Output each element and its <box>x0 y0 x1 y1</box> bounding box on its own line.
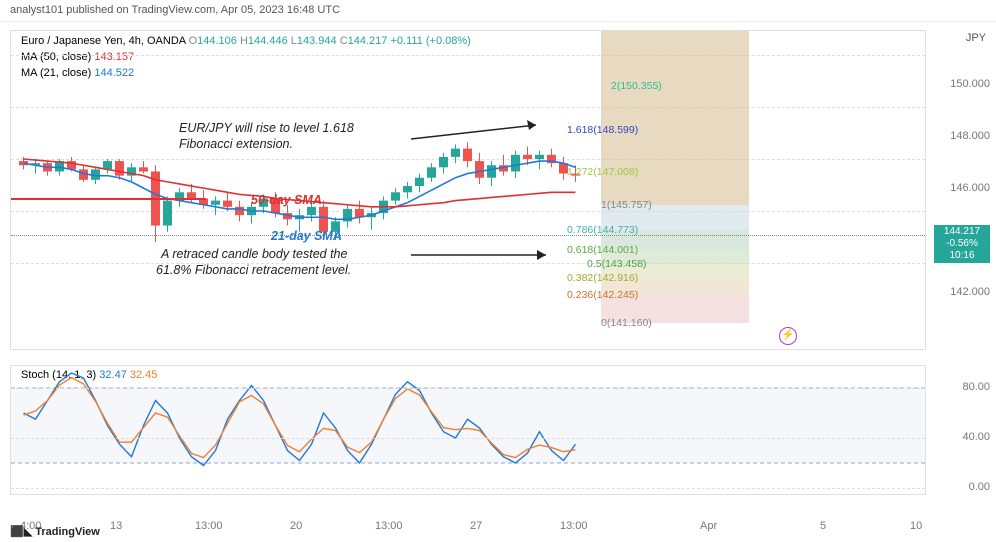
annotation-sma21: 21-day SMA <box>271 229 342 243</box>
price-panel[interactable]: Euro / Japanese Yen, 4h, OANDA O144.106 … <box>10 30 926 350</box>
last-price-badge: 144.217-0.56%10:16 <box>934 225 990 263</box>
annotation-ret2: 61.8% Fibonacci retracement level. <box>156 263 351 277</box>
annotation-sma50: 50-day SMA <box>251 193 322 207</box>
page-header: analyst101 published on TradingView.com,… <box>0 0 996 22</box>
tradingview-logo: ⬛◣ TradingView <box>10 525 100 538</box>
arrow-right <box>411 243 561 267</box>
candlestick-chart <box>11 31 925 349</box>
arrow-up <box>411 117 551 147</box>
fib-level: 0(141.160) <box>601 317 652 329</box>
resistance-line <box>11 198 206 200</box>
fib-level: 0.786(144.773) <box>567 224 638 236</box>
fib-level: 1(145.757) <box>601 199 652 211</box>
fib-level: 0.382(142.916) <box>567 272 638 284</box>
current-price-line <box>11 235 925 236</box>
annotation-ext1: EUR/JPY will rise to level 1.618 <box>179 121 354 135</box>
annotation-ret1: A retraced candle body tested the <box>161 247 347 261</box>
x-axis: 4:001313:002013:002713:00Apr510 <box>20 520 926 534</box>
y-axis: 150.000148.000146.000144.000142.000 144.… <box>932 30 990 495</box>
fib-level: 0.618(144.001) <box>567 244 638 256</box>
annotation-ext2: Fibonacci extension. <box>179 137 293 151</box>
chart-container: Euro / Japanese Yen, 4h, OANDA O144.106 … <box>10 30 926 512</box>
publisher-text: analyst101 published on TradingView.com,… <box>10 4 340 17</box>
stochastic-chart <box>11 366 925 494</box>
bolt-icon[interactable]: ⚡ <box>779 327 797 345</box>
fib-level: 0.5(143.458) <box>587 258 647 270</box>
stochastic-panel[interactable]: Stoch (14, 1, 3) 32.47 32.45 <box>10 365 926 495</box>
fib-level: 1.618(148.599) <box>567 124 638 136</box>
fib-level: 1.272(147.008) <box>567 166 638 178</box>
fib-level: 0.236(142.245) <box>567 289 638 301</box>
fib-level: 2(150.355) <box>611 80 662 92</box>
